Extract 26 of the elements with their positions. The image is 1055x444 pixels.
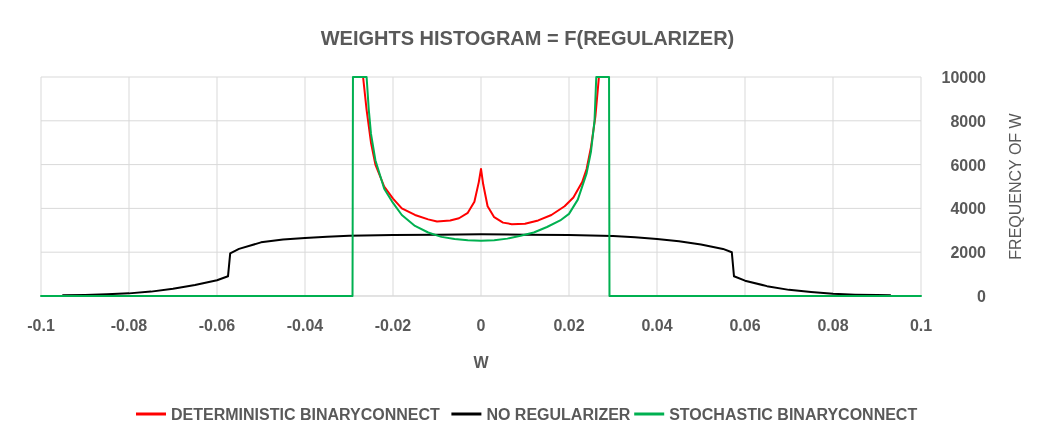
x-tick-label: -0.1: [27, 317, 55, 334]
line-series: [62, 233, 892, 297]
y-tick-label: 6000: [950, 156, 987, 174]
x-tick-label: 0.1: [909, 317, 933, 334]
line-series: [40, 76, 922, 297]
line-series: [362, 76, 600, 226]
x-tick-label: 0.02: [553, 317, 585, 334]
y-tick-label: 8000: [950, 112, 987, 130]
x-tick-label: 0.06: [729, 317, 761, 334]
y-tick-label: 2000: [950, 244, 987, 262]
x-tick-label: -0.08: [110, 317, 148, 334]
legend-label: STOCHASTIC BINARYCONNECT: [669, 406, 918, 423]
x-tick-label: -0.04: [286, 317, 324, 334]
y-tick-label: 10000: [941, 69, 987, 86]
legend-label: DETERMINISTIC BINARYCONNECT: [171, 406, 440, 423]
x-tick-label: 0.08: [817, 317, 849, 334]
y-tick-label: 0: [977, 288, 987, 305]
x-tick-label: 0: [476, 317, 486, 334]
x-axis-title: W: [473, 354, 490, 371]
chart-title: WEIGHTS HISTOGRAM = F(REGULARIZER): [320, 27, 735, 49]
y-tick-label: 4000: [950, 200, 987, 218]
x-tick-label: -0.02: [374, 317, 412, 334]
x-tick-label: -0.06: [198, 317, 236, 334]
y-axis-title: FREQUENCY OF W: [1007, 112, 1024, 260]
x-tick-label: 0.04: [641, 317, 673, 334]
legend-label: NO REGULARIZER: [486, 406, 631, 423]
